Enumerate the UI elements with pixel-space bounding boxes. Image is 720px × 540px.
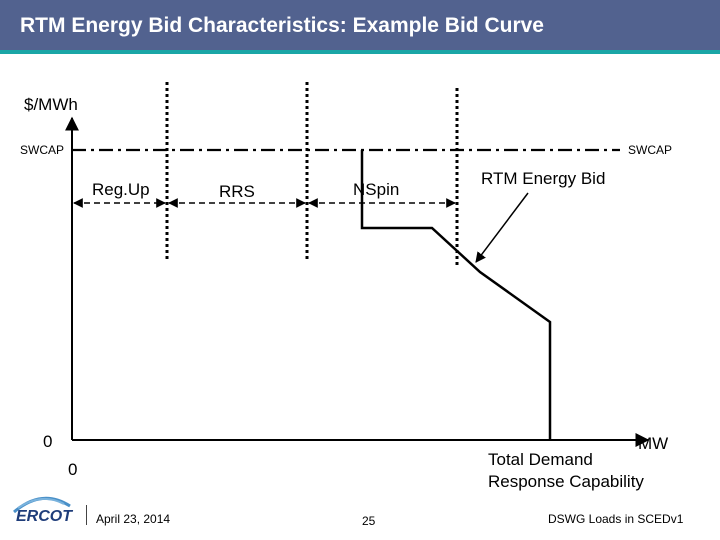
region-label-regup: Reg.Up: [92, 180, 150, 199]
rtm-energy-bid-curve: [360, 150, 552, 440]
title-bar: [0, 0, 720, 50]
slide-title: RTM Energy Bid Characteristics: Example …: [20, 14, 544, 37]
footer-date: April 23, 2014: [96, 512, 171, 526]
page-number: 25: [362, 514, 376, 528]
region-label-nspin: NSpin: [353, 180, 400, 199]
total-capability-line2: Response Capability: [488, 472, 644, 491]
footer-source: DSWG Loads in SCEDv1: [548, 512, 684, 526]
swcap-right-label: SWCAP: [628, 143, 673, 157]
ercot-logo-mark: [13, 496, 71, 514]
y-zero-label: 0: [43, 432, 53, 451]
bid-callout-arrow: [475, 192, 529, 263]
x-zero-label: 0: [68, 460, 78, 479]
x-axis-label: MW: [638, 434, 669, 453]
swcap-left-label: SWCAP: [20, 143, 65, 157]
y-axis-label: $/MWh: [24, 95, 78, 114]
rtm-energy-bid-label: RTM Energy Bid: [481, 169, 606, 188]
title-accent-stripe: [0, 50, 720, 54]
footer-separator: [86, 505, 87, 525]
ercot-logo-text: ERCOT: [16, 508, 72, 525]
region-label-rrs: RRS: [219, 182, 255, 201]
total-capability-line1: Total Demand: [488, 450, 593, 469]
